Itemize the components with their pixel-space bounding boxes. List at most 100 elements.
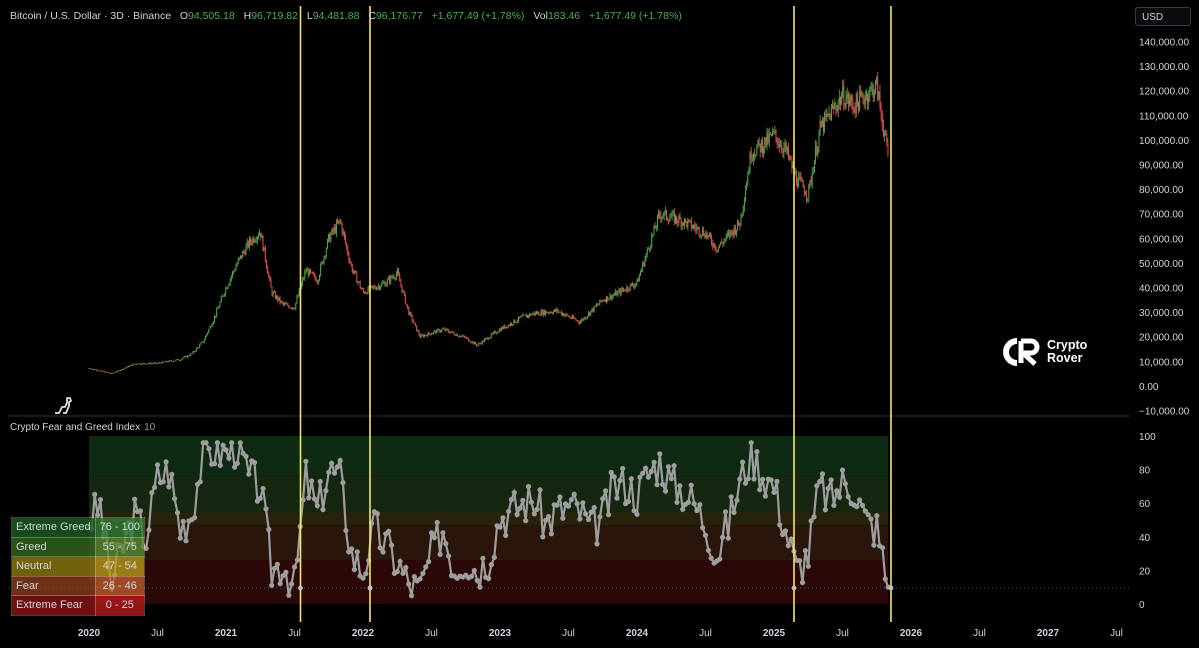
- candle-body: [122, 369, 124, 370]
- candle-body: [208, 329, 210, 333]
- candle-body: [433, 331, 435, 334]
- candle-body: [333, 227, 335, 232]
- candle-body: [557, 309, 559, 312]
- candle-body: [533, 312, 535, 315]
- candle-body: [268, 273, 270, 276]
- candle-body: [223, 295, 224, 297]
- candle-body: [621, 288, 623, 291]
- candle-body: [718, 247, 719, 252]
- candle-body: [838, 97, 840, 104]
- candle-body: [165, 361, 167, 362]
- price-tick-label: 20,000.00: [1139, 333, 1184, 344]
- candle-body: [481, 340, 483, 344]
- candle-body: [350, 262, 352, 266]
- fng-point: [554, 502, 560, 508]
- candle-body: [270, 279, 272, 288]
- candle-body: [849, 101, 850, 105]
- candle-body: [312, 271, 314, 274]
- candle-body: [217, 308, 219, 310]
- candle-body: [815, 146, 816, 161]
- candle-body: [325, 248, 327, 257]
- candle-body: [486, 337, 488, 339]
- candle-body: [820, 121, 822, 127]
- fng-point: [491, 554, 497, 561]
- candle-body: [157, 363, 159, 364]
- candle-body: [88, 368, 90, 369]
- fng-point: [788, 536, 794, 542]
- candle-body: [756, 146, 758, 156]
- fng-point: [406, 581, 412, 587]
- fng-point: [309, 478, 315, 484]
- candle-body: [395, 273, 397, 279]
- price-tick-label: 10,000.00: [1139, 357, 1184, 368]
- candle-body: [471, 341, 473, 343]
- candle-body: [184, 356, 186, 357]
- candle-body: [284, 303, 285, 305]
- candle-body: [487, 337, 489, 340]
- candle-body: [699, 235, 701, 236]
- candle-body: [785, 143, 787, 152]
- legend-range: 55 - 75: [94, 536, 145, 557]
- candle-body: [676, 215, 677, 222]
- candle-body: [610, 295, 612, 300]
- price-axis[interactable]: 140,000.00 130,000.00 120,000.00 110,000.00…: [1139, 38, 1190, 418]
- candle-body: [425, 335, 427, 336]
- fng-point: [337, 457, 343, 464]
- tradingview-dino-icon[interactable]: [52, 394, 74, 416]
- candle-body: [449, 331, 450, 334]
- candle-body: [430, 334, 432, 335]
- candle-body: [767, 132, 769, 143]
- candle-body: [464, 336, 466, 338]
- time-tick-label: Jul: [973, 628, 986, 639]
- fng-point: [180, 518, 186, 525]
- fng-axis[interactable]: 100 80 60 40 20 0: [1139, 432, 1156, 611]
- candle-body: [799, 176, 801, 178]
- candle-body: [732, 231, 734, 236]
- fng-point: [782, 528, 789, 534]
- fng-point: [508, 497, 514, 503]
- time-axis[interactable]: 2020 Jul 2021 Jul 2022 Jul 2023 Jul 2024 Jul 2025 J…: [78, 628, 1123, 639]
- candle-body: [754, 154, 755, 156]
- candle-body: [625, 290, 627, 292]
- candle-body: [834, 105, 836, 109]
- symbol-name: Bitcoin / U.S. Dollar · 3D · Binance: [10, 10, 172, 22]
- fng-point: [637, 474, 643, 480]
- candle-body: [751, 159, 753, 160]
- candle-body: [583, 317, 585, 321]
- candle-body: [193, 351, 195, 353]
- time-tick-label: 2022: [352, 628, 375, 639]
- candle-body: [731, 230, 733, 232]
- fng-point: [237, 440, 243, 446]
- candle-body: [310, 269, 311, 272]
- indicator-title[interactable]: Crypto Fear and Greed Index 10: [10, 422, 155, 433]
- fng-point: [671, 463, 677, 469]
- candle-body: [845, 98, 847, 107]
- candle-body: [722, 242, 724, 244]
- legend-row-greed: Greed 55 - 75: [11, 536, 145, 557]
- candle-body: [660, 214, 662, 219]
- fng-point: [257, 495, 263, 501]
- candle-body: [653, 225, 655, 234]
- candle-body: [705, 232, 707, 238]
- fng-point: [329, 460, 335, 466]
- time-tick-label: 2024: [626, 628, 649, 639]
- currency-selector[interactable]: USD: [1135, 7, 1191, 26]
- candle-body: [252, 238, 254, 244]
- candle-body: [148, 362, 150, 364]
- candle-body: [601, 300, 603, 302]
- candle-body: [871, 86, 873, 88]
- candle-body: [275, 292, 276, 299]
- candle-body: [504, 325, 506, 329]
- fng-point: [326, 469, 332, 475]
- fng-point: [745, 476, 751, 482]
- candle-body: [512, 324, 514, 326]
- fng-point: [477, 584, 483, 590]
- fng-point: [172, 496, 178, 502]
- candle-body: [408, 307, 410, 315]
- candle-body: [861, 94, 863, 96]
- fng-point: [374, 510, 380, 517]
- fng-point: [640, 470, 646, 476]
- candle-body: [624, 289, 626, 291]
- candle-body: [377, 285, 379, 288]
